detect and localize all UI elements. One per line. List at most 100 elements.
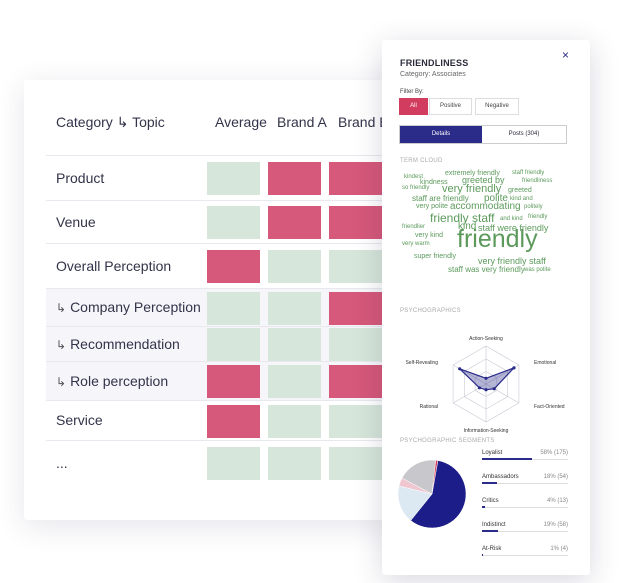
segment-item[interactable]: Loyalist 58% (175) [482, 450, 568, 472]
details-panel: FRIENDLINESS Category: Associates × Filt… [382, 40, 590, 575]
pie-slice-at-risk[interactable] [431, 459, 439, 495]
cloud-term[interactable]: friendly [457, 225, 538, 253]
heatmap-cell-red[interactable] [329, 291, 382, 325]
cloud-term[interactable]: very kind [415, 232, 444, 239]
table-row[interactable]: ↳ Recommendation [46, 326, 404, 362]
heatmap-cell-green[interactable] [329, 328, 382, 361]
heatmap-cell-red[interactable] [207, 365, 260, 398]
table-row[interactable]: Overall Perception [46, 243, 404, 289]
cloud-term[interactable]: and kind [500, 216, 523, 222]
row-label-text: Recommendation [70, 335, 180, 352]
close-icon[interactable]: × [562, 48, 570, 62]
cloud-term[interactable]: very warm [402, 241, 430, 247]
pie-slice-loyalist[interactable] [410, 460, 467, 529]
heatmap-cell-red[interactable] [329, 365, 382, 398]
column-header-average[interactable]: Average [215, 114, 267, 130]
heatmap-cell-green[interactable] [207, 291, 260, 325]
segment-value: 19% (58) [543, 522, 568, 528]
heatmap-cell-green[interactable] [268, 291, 321, 325]
heatmap-cell-green[interactable] [207, 162, 260, 195]
heatmap-cell-green[interactable] [268, 447, 321, 480]
cloud-term[interactable]: staff were friendly [478, 223, 549, 233]
cloud-term[interactable]: friendly staff [430, 211, 495, 225]
table-row[interactable]: ↳ Company Perception [46, 288, 404, 327]
column-header-brand-a[interactable]: Brand A [277, 114, 327, 130]
heatmap-cell-red[interactable] [207, 404, 260, 438]
heatmap-cell-red[interactable] [329, 162, 382, 195]
term-cloud-label: TERM CLOUD [400, 158, 443, 164]
cloud-term[interactable]: super friendly [414, 253, 457, 260]
table-row[interactable]: ... [46, 440, 404, 486]
cloud-term[interactable]: very friendly staff [478, 256, 546, 266]
heatmap-cell-green[interactable] [268, 250, 321, 283]
cloud-term[interactable]: greeted [508, 187, 532, 194]
segment-bar [482, 554, 483, 556]
cloud-term[interactable]: kind [458, 221, 477, 232]
heatmap-cell-red[interactable] [207, 250, 260, 283]
cloud-term[interactable]: friendly [528, 214, 548, 220]
table-row[interactable]: Venue [46, 200, 404, 244]
cloud-term[interactable]: so friendly [402, 185, 430, 191]
row-label: ... [56, 455, 68, 471]
cloud-term[interactable]: politely [524, 204, 543, 210]
segment-name: Critics [482, 498, 499, 504]
segment-name: Ambassadors [482, 474, 519, 480]
cloud-term[interactable]: very friendly [442, 183, 502, 195]
heatmap-cell-green[interactable] [207, 447, 260, 480]
segments-label: PSYCHOGRAPHIC SEGMENTS [400, 438, 495, 444]
filter-positive-button[interactable]: Positive [429, 98, 472, 115]
heatmap-cell-green[interactable] [207, 206, 260, 239]
cloud-term[interactable]: staff are friendly [412, 194, 469, 203]
table-row[interactable]: ↳ Role perception [46, 361, 404, 401]
header-topic-label: Topic [132, 114, 165, 130]
heatmap-cell-green[interactable] [207, 328, 260, 361]
tab-posts[interactable]: Posts (304) [508, 131, 540, 137]
heatmap-cell-green[interactable] [329, 250, 382, 283]
cloud-term[interactable]: extremely friendly [445, 170, 500, 177]
cloud-term[interactable]: staff was very friendly [448, 265, 525, 274]
heatmap-cell-green[interactable] [329, 447, 382, 480]
cloud-term[interactable]: was polite [524, 267, 551, 273]
segment-track [482, 507, 568, 508]
table-row[interactable]: Service [46, 400, 404, 441]
cloud-term[interactable]: friendlier [402, 224, 426, 230]
row-label-text: Product [56, 169, 105, 186]
heatmap-cell-green[interactable] [268, 328, 321, 361]
segment-bar [482, 530, 499, 532]
radar-point [492, 387, 496, 391]
cloud-term[interactable]: kind and [510, 196, 533, 202]
heatmap-cell-red[interactable] [268, 162, 321, 195]
heatmap-cell-green[interactable] [268, 404, 321, 438]
segment-item[interactable]: At-Risk 1% (4) [482, 546, 568, 568]
cloud-term[interactable]: friendliness [522, 178, 553, 184]
heatmap-cell-red[interactable] [268, 206, 321, 239]
cloud-term[interactable]: accommodating [450, 201, 521, 212]
heatmap-cell-green[interactable] [329, 404, 382, 438]
cloud-term[interactable]: polite [484, 193, 508, 204]
heatmap-cell-red[interactable] [329, 206, 382, 239]
filter-negative-button[interactable]: Negative [475, 98, 519, 115]
segment-item[interactable]: Critics 4% (13) [482, 498, 568, 520]
segment-item[interactable]: Ambassadors 18% (54) [482, 474, 568, 496]
segment-item[interactable]: Indistinct 19% (58) [482, 522, 568, 544]
table-row[interactable]: Product [46, 155, 404, 201]
pie-slice-indistinct[interactable] [401, 459, 437, 495]
filter-all-button[interactable]: All [399, 98, 428, 115]
sub-arrow-icon: ↳ [56, 374, 67, 389]
tab-details[interactable]: Details [400, 126, 482, 143]
cloud-term[interactable]: kindness [420, 179, 448, 186]
cloud-term[interactable]: greeted by [462, 175, 505, 185]
heatmap-cell-green[interactable] [268, 365, 321, 398]
column-header-brand-b[interactable]: Brand B [338, 114, 389, 130]
segment-track [482, 555, 568, 556]
radar-point [477, 386, 482, 390]
radar-axis-label: Fact-Oriented [534, 404, 565, 410]
cloud-term[interactable]: staff friendly [512, 170, 545, 176]
row-label-text: Venue [56, 213, 96, 230]
cloud-term[interactable]: kindest [404, 174, 424, 180]
radar-point [484, 388, 488, 392]
header-category-topic: Category ↳ Topic [56, 114, 165, 131]
term-cloud: extremely friendly staff friendly kindest g… [400, 170, 572, 290]
cloud-term[interactable]: very polite [416, 203, 448, 210]
row-label-text: Role perception [70, 372, 169, 389]
